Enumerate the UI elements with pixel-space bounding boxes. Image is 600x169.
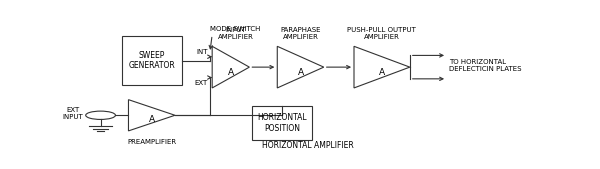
FancyBboxPatch shape [121,36,182,85]
Text: PARAPHASE
AMPLIFIER: PARAPHASE AMPLIFIER [280,27,321,40]
Text: PREAMPLIFIER: PREAMPLIFIER [127,139,176,145]
Text: PUSH-PULL OUTPUT
AMPLIFIER: PUSH-PULL OUTPUT AMPLIFIER [347,27,416,40]
Text: INT: INT [196,49,208,55]
FancyBboxPatch shape [252,106,312,140]
Circle shape [86,111,115,119]
Text: A: A [298,68,304,77]
Text: HORIZONTAL AMPLIFIER: HORIZONTAL AMPLIFIER [262,141,353,150]
Text: A: A [149,115,155,124]
Text: HORIZONTAL
POSITION: HORIZONTAL POSITION [257,113,307,133]
Polygon shape [277,46,324,88]
Text: EXT
INPUT: EXT INPUT [62,107,83,120]
Polygon shape [354,46,410,88]
Text: A: A [379,68,385,77]
Polygon shape [128,100,175,131]
Text: EXT: EXT [194,80,208,86]
Text: TO HORIZONTAL
DEFLECTICIN PLATES: TO HORIZONTAL DEFLECTICIN PLATES [449,59,522,72]
Text: A: A [228,68,234,77]
Text: INPUT
AMPLIFIER: INPUT AMPLIFIER [217,27,253,40]
Text: SWEEP
GENERATOR: SWEEP GENERATOR [128,51,175,70]
Polygon shape [212,46,250,88]
Text: MODE SWITCH: MODE SWITCH [210,26,260,32]
